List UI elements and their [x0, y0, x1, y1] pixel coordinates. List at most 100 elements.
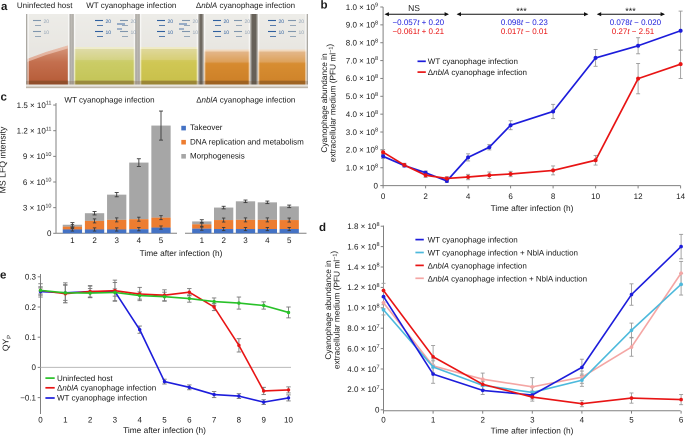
svg-text:2: 2	[221, 236, 226, 245]
svg-text:1: 1	[63, 415, 68, 424]
svg-text:5: 5	[629, 415, 634, 424]
svg-text:8: 8	[551, 192, 556, 201]
svg-text:20: 20	[131, 19, 137, 25]
svg-text:1: 1	[70, 236, 75, 245]
svg-text:4: 4	[265, 236, 270, 245]
svg-text:0: 0	[381, 415, 386, 424]
svg-text:4: 4	[466, 192, 471, 201]
svg-text:20: 20	[245, 19, 251, 25]
svg-text:0.098t − 0.23: 0.098t − 0.23	[501, 18, 549, 27]
svg-text:a: a	[1, 1, 8, 13]
svg-text:2: 2	[423, 192, 428, 201]
svg-text:2: 2	[92, 236, 97, 245]
svg-text:20: 20	[168, 19, 174, 25]
svg-text:20: 20	[44, 19, 50, 25]
svg-text:8.0 × 107: 8.0 × 107	[347, 324, 379, 333]
svg-text:***: ***	[516, 6, 527, 16]
svg-text:9 × 1010: 9 × 1010	[23, 152, 52, 161]
svg-text:WT cyanophage infection + NblA: WT cyanophage infection + NblA induction	[428, 249, 578, 258]
svg-text:20: 20	[299, 19, 305, 25]
svg-text:ΔnblA cyanophage infection: ΔnblA cyanophage infection	[428, 261, 527, 270]
svg-text:Takeover: Takeover	[190, 123, 223, 132]
svg-text:6: 6	[679, 415, 684, 424]
svg-text:3: 3	[530, 415, 535, 424]
svg-text:0: 0	[47, 229, 52, 238]
svg-text:WT cyanophage infection: WT cyanophage infection	[64, 96, 154, 105]
svg-text:0: 0	[374, 181, 379, 190]
svg-text:10: 10	[284, 415, 293, 424]
svg-text:20: 20	[224, 19, 230, 25]
svg-text:5.0 × 108: 5.0 × 108	[346, 92, 378, 101]
svg-text:0.2: 0.2	[25, 303, 37, 312]
svg-text:1: 1	[200, 236, 205, 245]
svg-text:10: 10	[131, 30, 137, 36]
svg-text:20: 20	[279, 19, 285, 25]
svg-text:NS: NS	[408, 3, 420, 13]
svg-text:10: 10	[245, 30, 251, 36]
svg-text:0: 0	[38, 415, 43, 424]
svg-text:DNA replication and metabolism: DNA replication and metabolism	[190, 137, 304, 146]
svg-text:1.0 × 108: 1.0 × 108	[346, 163, 378, 172]
svg-text:0.1: 0.1	[25, 333, 37, 342]
svg-text:Cyanophage abundance in: Cyanophage abundance in	[319, 53, 329, 153]
svg-text:2.0 × 107: 2.0 × 107	[347, 385, 379, 394]
svg-text:ΔnblA cyanophage infection + N: ΔnblA cyanophage infection + NblA induct…	[428, 274, 587, 283]
svg-text:1.8 × 108: 1.8 × 108	[347, 222, 379, 231]
svg-text:QYP: QYP	[1, 335, 14, 351]
svg-text:20: 20	[106, 19, 112, 25]
svg-text:0.017t − 0.01: 0.017t − 0.01	[501, 27, 549, 36]
svg-text:ΔnblA cyanophage infection: ΔnblA cyanophage infection	[196, 1, 295, 10]
svg-text:d: d	[319, 222, 326, 234]
svg-text:1.6 × 108: 1.6 × 108	[347, 242, 379, 251]
svg-text:3: 3	[113, 415, 118, 424]
svg-text:5: 5	[287, 236, 292, 245]
svg-text:Uninfected host: Uninfected host	[57, 374, 113, 383]
svg-text:10: 10	[193, 30, 199, 36]
svg-text:0: 0	[375, 406, 380, 415]
svg-text:e: e	[0, 269, 6, 281]
svg-text:1.2 × 108: 1.2 × 108	[347, 283, 379, 292]
svg-text:10: 10	[299, 30, 305, 36]
svg-text:Time after infection (h): Time after infection (h)	[491, 203, 574, 213]
svg-text:10: 10	[106, 30, 112, 36]
svg-text:WT cyanophage infection: WT cyanophage infection	[428, 236, 518, 245]
svg-text:12: 12	[634, 192, 643, 201]
svg-text:extracellular medium (PFU ml−1: extracellular medium (PFU ml−1)	[328, 251, 341, 370]
svg-text:3: 3	[114, 236, 119, 245]
svg-text:3: 3	[243, 236, 248, 245]
svg-text:0: 0	[381, 192, 386, 201]
svg-text:−0.1: −0.1	[20, 393, 36, 402]
svg-text:Time after infection (h): Time after infection (h)	[123, 425, 206, 435]
svg-text:WT cyanophage infection: WT cyanophage infection	[86, 1, 176, 10]
svg-text:MS LFQ intensity: MS LFQ intensity	[0, 126, 8, 193]
svg-text:7.0 × 108: 7.0 × 108	[346, 56, 378, 65]
svg-text:Uninfected host: Uninfected host	[17, 1, 73, 10]
svg-text:0: 0	[32, 363, 37, 372]
svg-text:1.0 × 108: 1.0 × 108	[347, 303, 379, 312]
svg-text:6.0 × 107: 6.0 × 107	[347, 344, 379, 353]
svg-text:1.4 × 108: 1.4 × 108	[347, 263, 379, 272]
svg-text:2: 2	[88, 415, 93, 424]
svg-text:1: 1	[431, 415, 436, 424]
svg-text:1.0 × 109: 1.0 × 109	[346, 3, 378, 12]
svg-text:Cyanophage abundance in: Cyanophage abundance in	[323, 260, 333, 360]
svg-text:10: 10	[591, 192, 600, 201]
svg-text:b: b	[321, 0, 328, 11]
svg-text:7: 7	[212, 415, 217, 424]
svg-text:3 × 1010: 3 × 1010	[23, 203, 52, 212]
svg-text:8: 8	[237, 415, 242, 424]
svg-text:8.0 × 108: 8.0 × 108	[346, 38, 378, 47]
svg-text:10: 10	[168, 30, 174, 36]
svg-text:c: c	[1, 91, 8, 103]
svg-text:WT cyanophage infection: WT cyanophage infection	[57, 394, 147, 403]
svg-text:6 × 1010: 6 × 1010	[23, 178, 52, 187]
svg-text:2: 2	[480, 415, 485, 424]
svg-text:Time after infection (h): Time after infection (h)	[491, 426, 574, 436]
svg-text:ΔnblA cyanophage infection: ΔnblA cyanophage infection	[196, 96, 295, 105]
svg-text:WT cyanophage infection: WT cyanophage infection	[428, 57, 518, 66]
svg-text:3.0 × 108: 3.0 × 108	[346, 128, 378, 137]
svg-text:10: 10	[279, 30, 285, 36]
svg-text:0.3: 0.3	[25, 273, 37, 282]
svg-text:−0.061t + 0.21: −0.061t + 0.21	[392, 27, 444, 36]
svg-text:4.0 × 108: 4.0 × 108	[346, 110, 378, 119]
